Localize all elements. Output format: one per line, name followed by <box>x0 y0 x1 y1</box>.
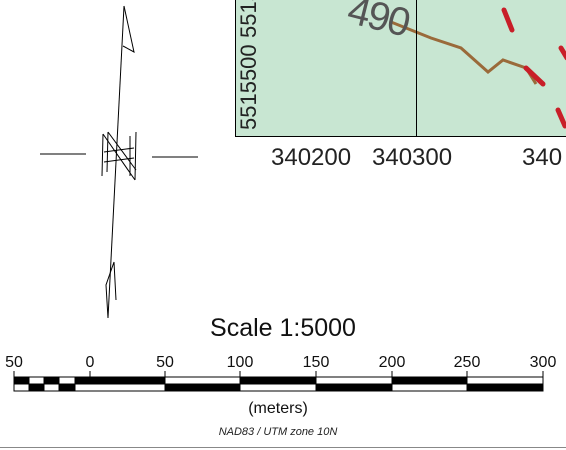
easting-label: 340200 <box>271 144 352 171</box>
scale-tick-label: 50 <box>5 354 23 371</box>
north-letter-n <box>101 131 137 181</box>
red-feature <box>555 107 566 129</box>
north-arrow-shaft <box>107 5 125 319</box>
datum-label: NAD83 / UTM zone 10N <box>218 426 338 438</box>
easting-label: 340300 <box>372 144 453 171</box>
scale-tick-label: 50 <box>156 354 174 371</box>
scale-tick-label: 100 <box>226 354 254 371</box>
easting-label: 340 <box>522 144 563 171</box>
divider <box>0 447 566 448</box>
scale-tick-label: 150 <box>302 354 330 371</box>
scale-tick-label: 300 <box>529 354 557 371</box>
red-feature <box>558 45 566 61</box>
north-arrow-icon <box>40 5 198 319</box>
map-features <box>390 7 566 129</box>
red-feature <box>523 65 546 87</box>
scale-units: (meters) <box>248 400 308 417</box>
scale-tick-label: 250 <box>453 354 481 371</box>
north-arrow-tail <box>105 261 117 319</box>
scale-title: Scale 1:5000 <box>210 314 356 342</box>
scale-tick-label: 200 <box>378 354 406 371</box>
map-inset: 490 <box>235 0 566 137</box>
scale-tick-label: 0 <box>85 354 95 371</box>
north-arrow-head <box>122 5 135 53</box>
red-feature <box>501 7 515 33</box>
grid-line <box>416 0 417 136</box>
